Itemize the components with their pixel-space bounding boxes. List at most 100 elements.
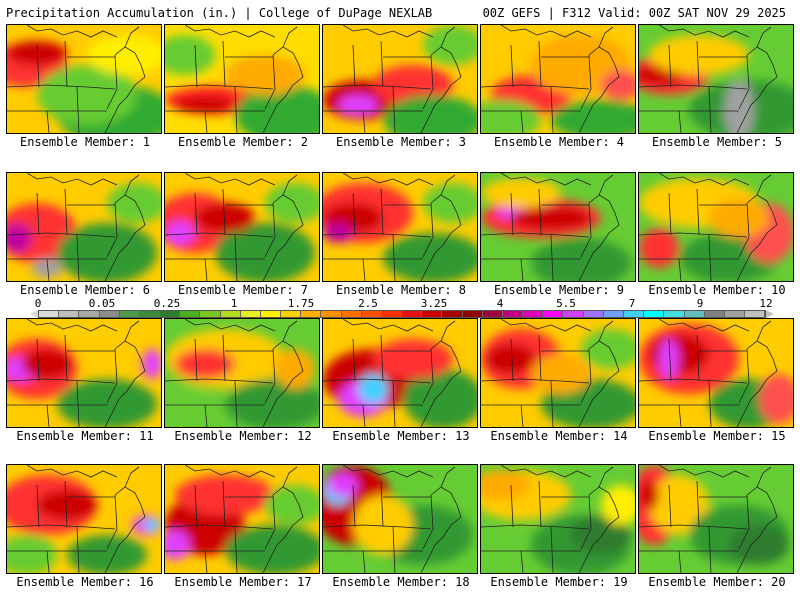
ensemble-member-map <box>6 172 162 282</box>
precip-region <box>328 473 358 497</box>
state-borders <box>481 465 620 573</box>
ensemble-member-caption: Ensemble Member: 13 <box>332 429 470 443</box>
precip-region <box>275 349 315 389</box>
precip-region <box>709 198 769 238</box>
ensemble-member-caption: Ensemble Member: 17 <box>174 575 312 589</box>
legend-color-cell <box>482 311 503 317</box>
state-borders <box>481 25 620 133</box>
legend-color-cell <box>402 311 423 317</box>
ensemble-member-caption: Ensemble Member: 10 <box>648 283 786 297</box>
ensemble-member-map <box>322 318 478 428</box>
legend-tick-label: 7 <box>628 297 636 310</box>
ensemble-member-map <box>6 464 162 574</box>
state-borders <box>639 25 778 133</box>
ensemble-member-caption: Ensemble Member: 15 <box>648 429 786 443</box>
ensemble-member-caption: Ensemble Member: 12 <box>174 429 312 443</box>
precip-region <box>486 344 536 374</box>
legend-tick-label: 0 <box>34 297 42 310</box>
precip-region <box>729 525 789 565</box>
precip-region <box>195 203 255 233</box>
ensemble-member-caption: Ensemble Member: 11 <box>16 429 154 443</box>
precip-region <box>531 354 591 394</box>
state-borders <box>7 319 146 427</box>
ensemble-member-map <box>480 318 636 428</box>
ensemble-member-map <box>322 172 478 282</box>
state-borders <box>639 173 778 281</box>
ensemble-member-caption: Ensemble Member: 1 <box>19 135 151 149</box>
precip-region <box>531 238 631 281</box>
ensemble-member-map <box>638 24 794 134</box>
precip-region <box>358 374 388 404</box>
precip-region <box>481 178 561 208</box>
legend-tick-label: 1 <box>230 297 238 310</box>
precip-region <box>165 35 215 75</box>
ensemble-member-map <box>164 464 320 574</box>
precip-region <box>551 100 635 133</box>
precipitation-field <box>323 25 477 133</box>
precip-region <box>403 369 477 427</box>
precip-region <box>323 223 353 243</box>
legend-color-cell <box>422 311 443 317</box>
legend-color-cell <box>543 311 564 317</box>
legend-color-cell <box>240 311 261 317</box>
ensemble-member-map <box>638 464 794 574</box>
legend-color-cell <box>381 311 403 317</box>
legend-color-cell <box>281 311 302 317</box>
precipitation-field <box>481 173 631 281</box>
legend-color-cell <box>160 311 181 317</box>
legend-left-arrow <box>30 310 38 318</box>
ensemble-member-caption: Ensemble Member: 2 <box>177 135 309 149</box>
ensemble-member-caption: Ensemble Member: 5 <box>651 135 783 149</box>
legend-tick-label: 12 <box>759 297 773 310</box>
legend-color-cell <box>623 311 645 317</box>
legend-tick-label: 9 <box>696 297 704 310</box>
legend-color-cell <box>119 311 140 317</box>
precip-region <box>423 183 477 223</box>
ensemble-member-map <box>164 172 320 282</box>
state-borders <box>165 25 304 133</box>
state-borders <box>323 25 462 133</box>
state-borders <box>165 465 304 573</box>
precipitation-field <box>323 319 477 427</box>
legend-color-cell <box>180 311 201 317</box>
precip-region <box>373 339 453 379</box>
precip-region <box>338 95 378 115</box>
ensemble-member-caption: Ensemble Member: 19 <box>490 575 628 589</box>
ensemble-member-caption: Ensemble Member: 4 <box>493 135 625 149</box>
ensemble-member-map <box>164 318 320 428</box>
precipitation-field <box>323 173 477 281</box>
map-title: Precipitation Accumulation (in.) | Colle… <box>6 6 433 20</box>
legend-color-cell <box>200 311 221 317</box>
precip-region <box>481 470 531 500</box>
precip-region <box>601 485 635 525</box>
precip-region <box>57 379 157 427</box>
precip-region <box>22 349 72 379</box>
ensemble-member-map <box>480 464 636 574</box>
precip-region <box>107 183 161 223</box>
model-run-info: 00Z GEFS | F312 Valid: 00Z SAT NOV 29 20… <box>482 6 786 20</box>
legend-tick-label: 1.75 <box>287 297 315 310</box>
precipitation-field <box>639 25 793 133</box>
precip-region <box>481 100 541 133</box>
precip-region <box>175 475 275 515</box>
ensemble-member-map <box>322 24 478 134</box>
precip-region <box>571 515 631 555</box>
precip-region <box>511 206 591 230</box>
legend-color-cell <box>704 311 725 317</box>
legend-color-cell <box>442 311 463 317</box>
precip-region <box>175 349 235 379</box>
precip-region <box>165 389 215 427</box>
precip-region <box>57 223 157 281</box>
state-borders <box>639 465 778 573</box>
precipitation-field <box>7 319 161 427</box>
ensemble-member-map <box>322 464 478 574</box>
precip-region <box>37 65 137 125</box>
legend-color-cell <box>39 311 60 317</box>
precipitation-field <box>7 173 161 281</box>
legend-tick-label: 3.25 <box>420 297 448 310</box>
precipitation-field <box>481 25 635 133</box>
precip-region <box>175 97 235 113</box>
precip-region <box>7 223 32 253</box>
ensemble-member-map <box>480 24 636 134</box>
ensemble-member-caption: Ensemble Member: 14 <box>490 429 628 443</box>
